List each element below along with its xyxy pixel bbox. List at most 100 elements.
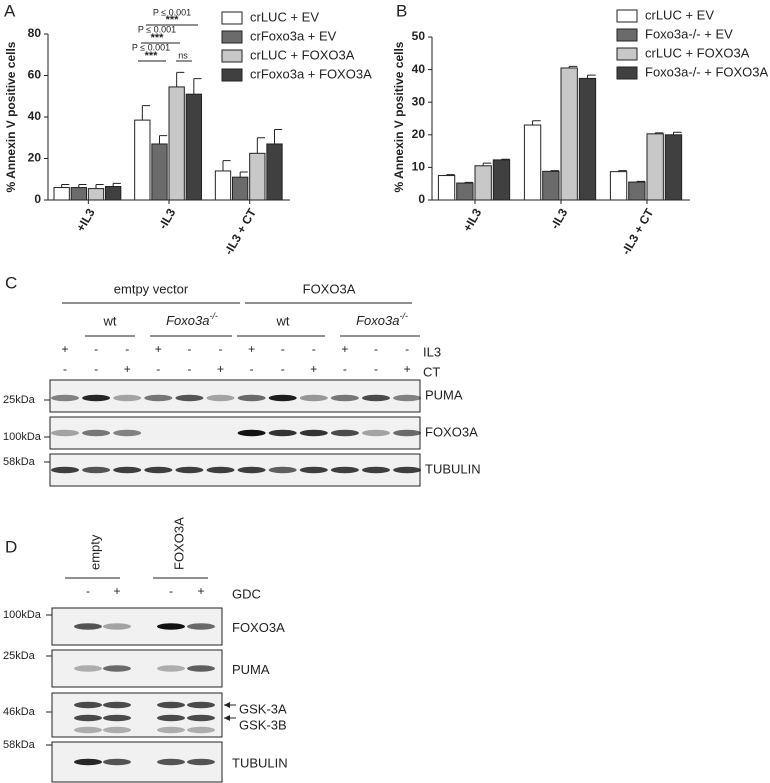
error-bar: [500, 158, 510, 160]
y-tick-label: 30: [412, 94, 426, 108]
x-tick-label: -IL3: [156, 206, 179, 232]
y-axis-label: % Annexin V positive cells: [392, 41, 406, 192]
y-tick-label: 80: [28, 26, 42, 40]
bar: [266, 143, 283, 201]
error-bar: [482, 162, 492, 166]
sign: -: [250, 362, 254, 376]
marker-label: 100kDa: [3, 431, 42, 443]
band: [74, 665, 102, 672]
band: [74, 758, 102, 766]
legend-swatch: [221, 68, 243, 82]
subgroup-label: wt: [103, 313, 117, 328]
marker-label: 46kDa: [3, 706, 36, 718]
annotation: ***: [166, 14, 180, 26]
band: [51, 429, 79, 437]
sign: -: [169, 584, 173, 598]
annotation: ***: [151, 32, 165, 44]
y-tick-label: 40: [28, 109, 42, 123]
blot: [51, 741, 223, 783]
sign: -: [156, 362, 160, 376]
annotation: P ≤ 0.001: [132, 42, 170, 52]
sign: -: [86, 584, 90, 598]
bar: [53, 187, 70, 201]
error-bar: [550, 170, 560, 172]
error-bar: [61, 183, 70, 188]
band: [74, 714, 102, 722]
error-bar: [239, 171, 248, 178]
band: [330, 466, 359, 474]
error-bar: [193, 78, 202, 95]
error-bar: [256, 137, 265, 154]
error-bar: [636, 180, 646, 183]
marker-label: 25kDa: [3, 394, 36, 406]
bar: [437, 175, 456, 201]
bar: [70, 187, 87, 201]
bar: [523, 124, 542, 201]
band: [74, 701, 102, 709]
blot-label: PUMA: [425, 387, 463, 402]
band: [187, 701, 215, 709]
band: [113, 466, 142, 474]
blot-label: GSK-3A: [239, 701, 287, 716]
band: [175, 466, 204, 474]
bar: [104, 186, 122, 201]
error-bar: [176, 71, 185, 87]
bar: [646, 133, 664, 201]
superscript: -/-: [399, 311, 408, 321]
error-bar: [273, 128, 283, 144]
error-bar: [464, 181, 474, 184]
band: [268, 466, 297, 474]
band: [82, 394, 111, 402]
sign: -: [219, 342, 223, 356]
band: [103, 726, 131, 734]
band: [51, 394, 79, 402]
subgroup-label: Foxo3a-/-: [166, 311, 218, 328]
bar: [185, 93, 202, 201]
band: [237, 466, 266, 474]
legend-label: crFoxo3a + EV: [250, 28, 337, 43]
legend-swatch: [221, 30, 243, 44]
band: [144, 466, 173, 474]
band: [157, 701, 185, 709]
y-axis-label: % Annexin V positive cells: [4, 41, 18, 192]
sign: +: [404, 362, 411, 376]
panel-letter: C: [5, 273, 17, 292]
legend-swatch: [616, 47, 638, 61]
band: [237, 394, 266, 402]
bar: [168, 86, 185, 201]
y-tick-label: 0: [34, 192, 41, 206]
sign: +: [310, 362, 317, 376]
band: [82, 429, 111, 437]
band: [362, 466, 390, 474]
sign: +: [197, 584, 204, 598]
bar: [474, 165, 492, 201]
sign: -: [374, 362, 378, 376]
superscript: -/-: [209, 311, 218, 321]
sign: -: [281, 362, 285, 376]
band: [187, 758, 215, 766]
group-label: emtpy vector: [114, 281, 189, 296]
legend-swatch: [221, 49, 243, 63]
bar: [664, 134, 683, 201]
band: [103, 714, 131, 722]
error-bar: [532, 120, 541, 126]
sign: -: [125, 342, 129, 356]
band: [103, 701, 131, 709]
band: [187, 714, 215, 722]
sign: -: [187, 342, 191, 356]
sign: -: [405, 342, 409, 356]
sign: -: [343, 362, 347, 376]
sign: -: [94, 342, 98, 356]
band: [157, 726, 185, 734]
group-label: FOXO3A: [303, 281, 356, 296]
blot-label: TUBULIN: [232, 755, 288, 770]
gene: Foxo3a: [356, 313, 399, 328]
bar: [628, 181, 646, 201]
band: [206, 394, 235, 402]
sign: +: [217, 362, 224, 376]
y-tick-label: 40: [412, 62, 426, 76]
panel-letter: B: [396, 1, 407, 20]
band: [268, 429, 297, 437]
band: [393, 429, 422, 437]
